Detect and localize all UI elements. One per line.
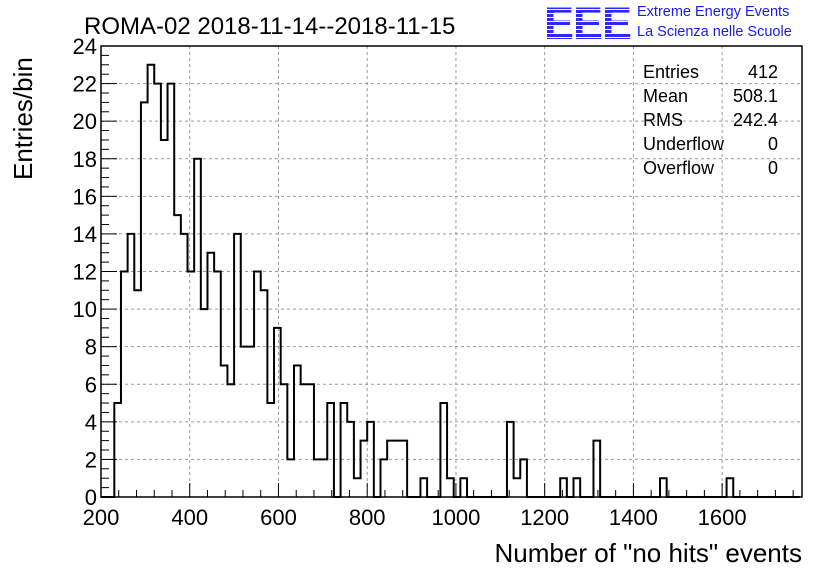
- y-tick-label: 16: [73, 184, 97, 209]
- y-tick-label: 24: [73, 34, 97, 59]
- y-tick-label: 4: [85, 410, 97, 435]
- x-tick-label: 1200: [520, 505, 569, 530]
- x-tick-label: 400: [171, 505, 208, 530]
- eee-logo: EEE Extreme Energy Events La Scienza nel…: [544, 0, 834, 49]
- x-axis-label: Number of "no hits" events: [495, 538, 803, 568]
- stats-value: 0: [768, 134, 778, 154]
- stats-label: Underflow: [643, 134, 725, 154]
- y-tick-label: 10: [73, 297, 97, 322]
- y-tick-label: 2: [85, 447, 97, 472]
- x-tick-label: 600: [260, 505, 297, 530]
- x-tick-label: 800: [349, 505, 386, 530]
- stats-value: 242.4: [733, 110, 778, 130]
- y-tick-label: 22: [73, 72, 97, 97]
- y-tick-label: 20: [73, 109, 97, 134]
- logo-line-2: La Scienza nelle Scuole: [637, 24, 792, 40]
- chart-title: ROMA-02 2018-11-14--2018-11-15: [84, 13, 455, 40]
- stats-label: Mean: [643, 86, 688, 106]
- y-tick-label: 18: [73, 147, 97, 172]
- y-tick-label: 8: [85, 335, 97, 360]
- y-tick-label: 6: [85, 372, 97, 397]
- stats-value: 412: [748, 62, 778, 82]
- logo-line-1: Extreme Energy Events: [637, 4, 790, 20]
- x-tick-label: 1600: [698, 505, 747, 530]
- y-axis-label: Entries/bin: [8, 57, 38, 180]
- stats-label: Entries: [643, 62, 699, 82]
- stats-label: Overflow: [643, 158, 715, 178]
- x-tick-label: 200: [83, 505, 120, 530]
- stats-label: RMS: [643, 110, 683, 130]
- stats-value: 0: [768, 158, 778, 178]
- stats-box: Entries 412 Mean 508.1 RMS 242.4 Underflow 0 Ove…: [643, 62, 778, 178]
- y-tick-label: 0: [85, 485, 97, 510]
- histogram-outline: [101, 63, 800, 498]
- x-tick-label: 1000: [431, 505, 480, 530]
- axis-ticks: 200 400 600 800 1000 1200 1400 1600024681012141…: [73, 34, 794, 530]
- y-tick-label: 12: [73, 260, 97, 285]
- stats-value: 508.1: [733, 86, 778, 106]
- eee-logo-mark: EEE: [544, 0, 632, 49]
- x-tick-label: 1400: [609, 505, 658, 530]
- grid-lines: [101, 46, 802, 497]
- y-tick-label: 14: [73, 222, 97, 247]
